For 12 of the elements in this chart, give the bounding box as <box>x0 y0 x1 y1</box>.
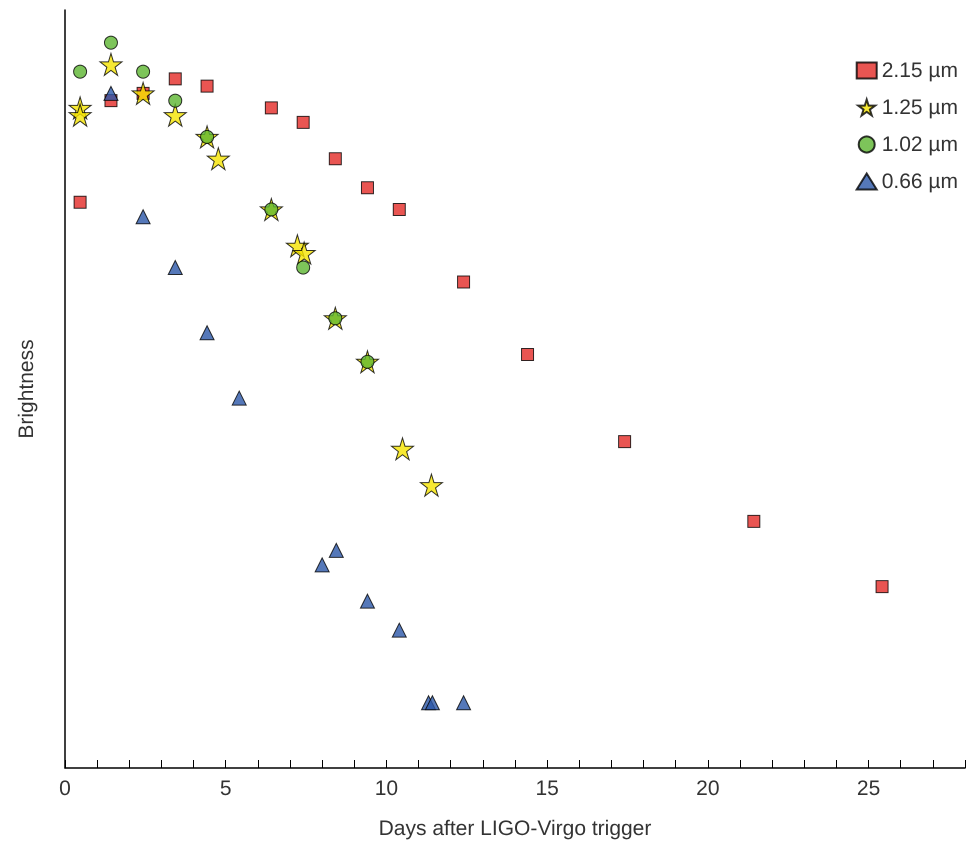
x-tick-label: 25 <box>856 777 880 800</box>
legend-label: 1.25 µm <box>882 96 958 119</box>
legend-label: 2.15 µm <box>882 59 958 82</box>
legend-label: 1.02 µm <box>882 133 958 156</box>
x-tick-label: 20 <box>696 777 720 800</box>
y-axis-title: Brightness <box>15 339 38 439</box>
x-tick-label: 15 <box>535 777 559 800</box>
legend-label: 0.66 µm <box>882 170 958 193</box>
x-axis-title: Days after LIGO-Virgo trigger <box>378 817 652 840</box>
x-tick-label: 0 <box>59 777 71 800</box>
x-tick-label: 10 <box>374 777 398 800</box>
x-tick-label: 5 <box>220 777 232 800</box>
